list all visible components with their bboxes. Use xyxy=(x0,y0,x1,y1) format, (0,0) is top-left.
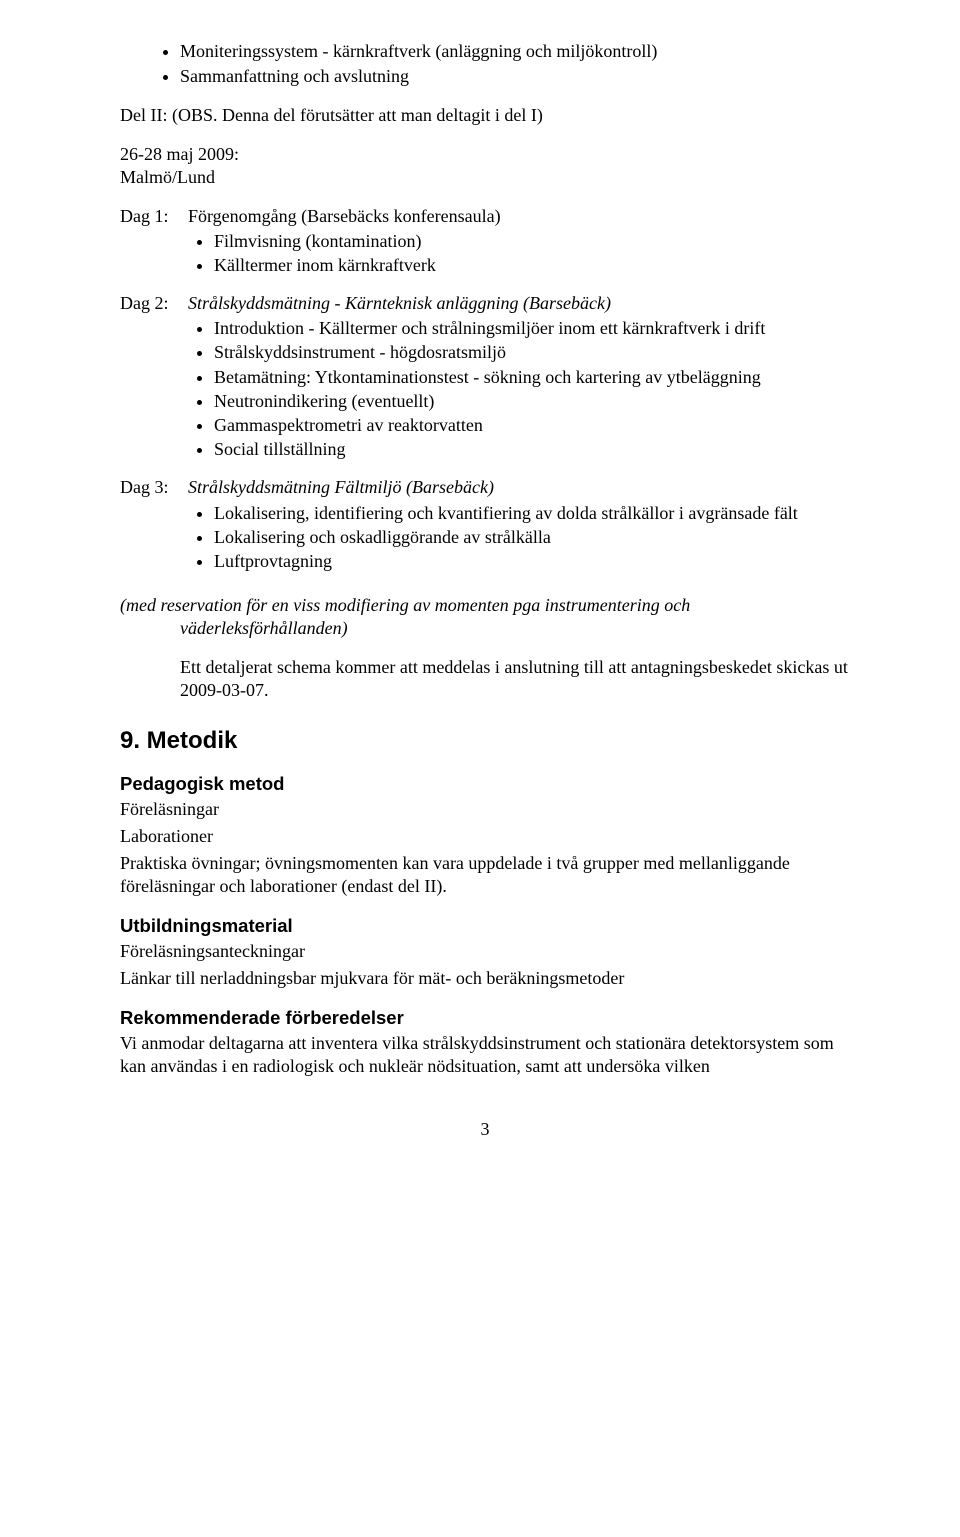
list-item: Sammanfattning och avslutning xyxy=(180,65,850,88)
body-text: Praktiska övningar; övningsmomenten kan … xyxy=(120,852,850,898)
top-bullet-list: Moniteringssystem - kärnkraftverk (anläg… xyxy=(120,40,850,88)
body-text: Laborationer xyxy=(120,825,850,848)
list-item: Introduktion - Källtermer och strålnings… xyxy=(214,317,850,340)
date-block: 26-28 maj 2009: Malmö/Lund xyxy=(120,143,850,189)
list-item: Social tillställning xyxy=(214,438,850,461)
location-line: Malmö/Lund xyxy=(120,166,850,189)
del2-note: Del II: (OBS. Denna del förutsätter att … xyxy=(120,104,850,127)
dag1-title: Förgenomgång (Barsebäcks konferensaula) xyxy=(188,205,850,228)
rekommend-heading: Rekommenderade förberedelser xyxy=(120,1006,850,1030)
reservation-line1: (med reservation för en viss modifiering… xyxy=(120,595,690,615)
dag3-label: Dag 3: xyxy=(120,476,188,573)
dag1-list: Filmvisning (kontamination) Källtermer i… xyxy=(188,230,850,277)
page-number: 3 xyxy=(120,1118,850,1141)
list-item: Luftprovtagning xyxy=(214,550,850,573)
list-item: Filmvisning (kontamination) xyxy=(214,230,850,253)
body-text: Föreläsningar xyxy=(120,798,850,821)
list-item: Moniteringssystem - kärnkraftverk (anläg… xyxy=(180,40,850,63)
list-item: Lokalisering, identifiering och kvantifi… xyxy=(214,502,850,525)
dag2-label: Dag 2: xyxy=(120,292,188,462)
reservation-line2: väderleksförhållanden) xyxy=(120,617,850,640)
body-text: Vi anmodar deltagarna att inventera vilk… xyxy=(120,1032,850,1078)
list-item: Gammaspektrometri av reaktorvatten xyxy=(214,414,850,437)
dag1-block: Dag 1: Förgenomgång (Barsebäcks konferen… xyxy=(120,205,850,278)
pedagogisk-heading: Pedagogisk metod xyxy=(120,772,850,796)
list-item: Källtermer inom kärnkraftverk xyxy=(214,254,850,277)
reservation-note: (med reservation för en viss modifiering… xyxy=(120,594,850,640)
utbildnings-heading: Utbildningsmaterial xyxy=(120,914,850,938)
section-9-heading: 9. Metodik xyxy=(120,726,850,757)
dag2-block: Dag 2: Strålskyddsmätning - Kärnteknisk … xyxy=(120,292,850,462)
dag3-title: Strålskyddsmätning Fältmiljö (Barsebäck) xyxy=(188,476,850,499)
list-item: Strålskyddsinstrument - högdosratsmiljö xyxy=(214,341,850,364)
dag1-label: Dag 1: xyxy=(120,205,188,278)
dag2-list-b: Betamätning: Ytkontaminationstest - sökn… xyxy=(188,366,850,461)
list-item: Lokalisering och oskadliggörande av strå… xyxy=(214,526,850,549)
dag2-title: Strålskyddsmätning - Kärnteknisk anläggn… xyxy=(188,292,850,315)
list-item: Betamätning: Ytkontaminationstest - sökn… xyxy=(214,366,850,389)
list-item: Neutronindikering (eventuellt) xyxy=(214,390,850,413)
body-text: Föreläsningsanteckningar xyxy=(120,940,850,963)
dag3-list: Lokalisering, identifiering och kvantifi… xyxy=(188,502,850,573)
schedule-note: Ett detaljerat schema kommer att meddela… xyxy=(180,656,850,702)
body-text: Länkar till nerladdningsbar mjukvara för… xyxy=(120,967,850,990)
date-line: 26-28 maj 2009: xyxy=(120,143,850,166)
dag2-list-a: Introduktion - Källtermer och strålnings… xyxy=(188,317,850,364)
dag3-block: Dag 3: Strålskyddsmätning Fältmiljö (Bar… xyxy=(120,476,850,573)
